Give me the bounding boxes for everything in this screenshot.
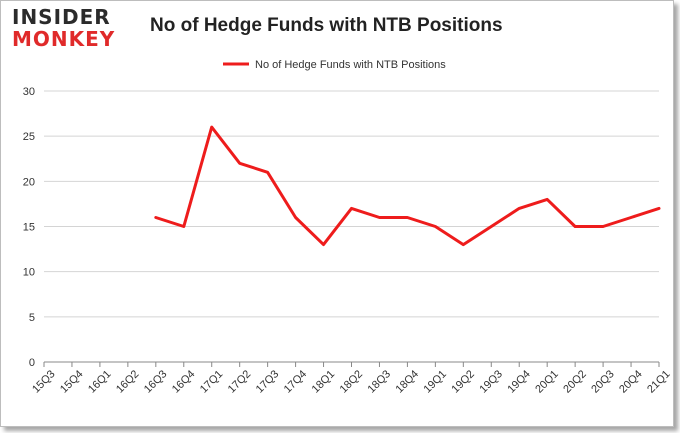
y-tick-label-20: 20 [23, 176, 35, 188]
data-point-18Q2 [350, 207, 353, 210]
data-point-21Q1 [658, 207, 661, 210]
y-tick-label-25: 25 [23, 131, 35, 143]
x-tick-label-20Q3: 20Q3 [589, 368, 617, 396]
x-tick-label-20Q2: 20Q2 [561, 368, 589, 396]
data-point-16Q4 [182, 225, 185, 228]
data-point-20Q3 [602, 225, 605, 228]
x-tick-label-16Q2: 16Q2 [114, 368, 142, 396]
data-point-20Q4 [630, 216, 633, 219]
data-point-19Q1 [434, 225, 437, 228]
x-tick-label-18Q4: 18Q4 [394, 368, 422, 396]
x-tick-label-19Q4: 19Q4 [505, 368, 533, 396]
logo-line-1: INSIDER [12, 5, 111, 29]
x-tick-label-19Q3: 19Q3 [477, 368, 505, 396]
x-tick-label-17Q4: 17Q4 [282, 368, 310, 396]
logo-line-2: MONKEY [12, 27, 116, 51]
x-tick-label-16Q3: 16Q3 [142, 368, 170, 396]
data-point-19Q3 [490, 225, 493, 228]
x-tick-label-16Q1: 16Q1 [86, 368, 114, 396]
data-point-18Q1 [322, 243, 325, 246]
y-tick-label-0: 0 [29, 357, 35, 369]
series-line-0 [154, 125, 661, 247]
x-tick-label-17Q2: 17Q2 [226, 368, 254, 396]
x-tick-label-21Q1: 21Q1 [645, 368, 673, 396]
x-tick-label-20Q1: 20Q1 [533, 368, 561, 396]
x-tick-label-15Q4: 15Q4 [58, 368, 86, 396]
y-tick-label-15: 15 [23, 222, 35, 234]
x-tick-label-17Q1: 17Q1 [198, 368, 226, 396]
data-point-19Q2 [462, 243, 465, 246]
data-point-18Q3 [378, 216, 381, 219]
data-point-20Q1 [546, 198, 549, 201]
data-point-18Q4 [406, 216, 409, 219]
data-point-17Q3 [266, 171, 269, 174]
x-tick-label-18Q3: 18Q3 [366, 368, 394, 396]
data-point-17Q4 [294, 216, 297, 219]
y-tick-label-10: 10 [23, 267, 35, 279]
insider-monkey-logo: INSIDER MONKEY [12, 6, 115, 50]
x-tick-label-19Q2: 19Q2 [449, 368, 477, 396]
data-point-17Q1 [210, 126, 213, 129]
x-tick-label-20Q4: 20Q4 [617, 368, 645, 396]
y-tick-label-30: 30 [23, 86, 35, 98]
x-tick-label-18Q1: 18Q1 [310, 368, 338, 396]
data-point-20Q2 [574, 225, 577, 228]
x-tick-label-17Q3: 17Q3 [254, 368, 282, 396]
data-point-19Q4 [518, 207, 521, 210]
x-tick-label-19Q1: 19Q1 [421, 368, 449, 396]
chart-title: No of Hedge Funds with NTB Positions [150, 15, 503, 36]
x-tick-label-18Q2: 18Q2 [338, 368, 366, 396]
x-tick-label-15Q3: 15Q3 [30, 368, 58, 396]
x-tick-label-16Q4: 16Q4 [170, 368, 198, 396]
data-point-17Q2 [238, 162, 241, 165]
data-point-16Q3 [154, 216, 157, 219]
legend-label: No of Hedge Funds with NTB Positions [255, 59, 446, 71]
y-tick-label-5: 5 [29, 312, 35, 324]
